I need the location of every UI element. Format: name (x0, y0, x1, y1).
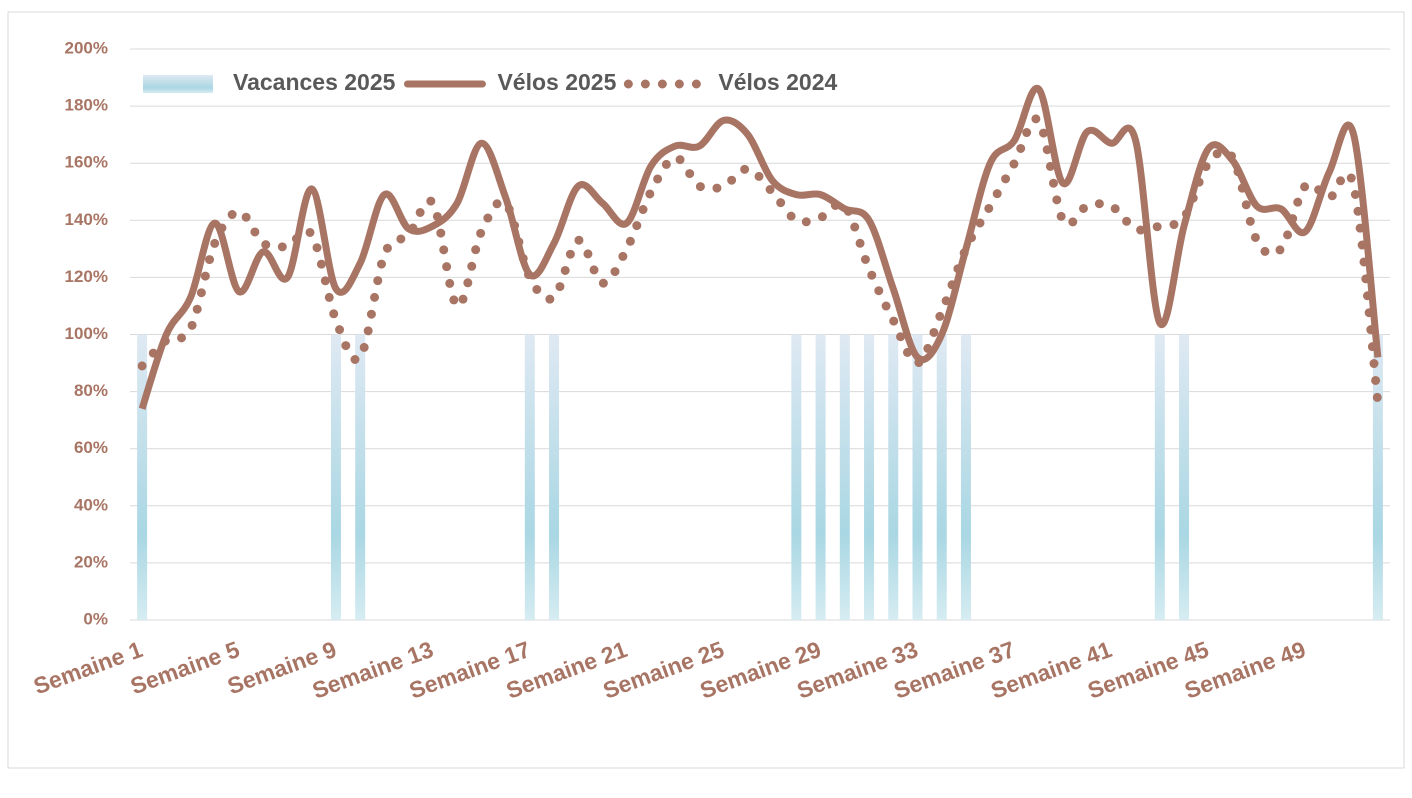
bar (839, 334, 850, 620)
x-tick-label: Semaine 5 (127, 636, 243, 699)
bar (1154, 334, 1165, 620)
y-tick-label: 0% (83, 609, 108, 628)
y-tick-label: 200% (65, 38, 108, 57)
bar (330, 334, 341, 620)
bar (888, 334, 899, 620)
bar (936, 334, 947, 620)
bar (791, 334, 802, 620)
y-tick-label: 100% (65, 324, 108, 343)
line (138, 84, 1382, 410)
bar (524, 334, 535, 620)
y-tick-label: 160% (65, 153, 108, 172)
legend-swatch (143, 75, 213, 93)
bar (960, 334, 971, 620)
bar (355, 334, 366, 620)
y-tick-label: 140% (65, 210, 108, 229)
frame (7, 11, 1405, 769)
x-tick-label: Semaine 1 (30, 636, 146, 699)
bar (912, 334, 923, 620)
legend-label: Vacances 2025 (233, 69, 396, 95)
y-tick-label: 80% (74, 381, 108, 400)
y-tick-label: 120% (65, 267, 108, 286)
bar (1372, 334, 1383, 620)
bar (864, 334, 875, 620)
legend-label: Vélos 2024 (718, 69, 837, 95)
y-tick-label: 20% (74, 552, 108, 571)
bar (549, 334, 560, 620)
y-tick-label: 180% (65, 96, 108, 115)
dotted-line (137, 114, 1383, 408)
bar (815, 334, 826, 620)
y-tick-label: 60% (74, 438, 108, 457)
legend-label: Vélos 2025 (497, 69, 616, 95)
bar (1179, 334, 1190, 620)
y-tick-label: 40% (74, 495, 108, 514)
bar (137, 334, 148, 620)
